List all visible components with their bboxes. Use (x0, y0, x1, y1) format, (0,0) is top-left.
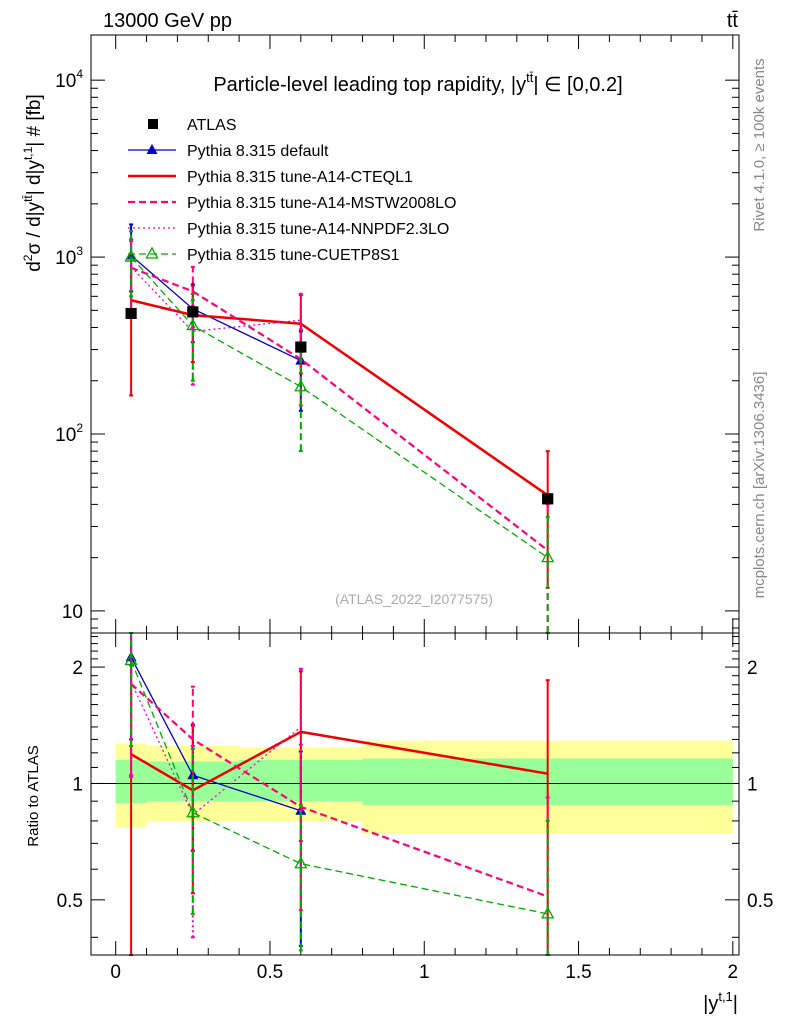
ratio-y-tick-label-right: 0.5 (747, 891, 773, 912)
main-line-cuetp (130, 256, 549, 559)
main-line-default (130, 255, 302, 362)
legend-label-cteq: Pythia 8.315 tune-A14-CTEQL1 (187, 169, 413, 186)
x-tick-label: 2 (728, 962, 739, 983)
legend-label-nnpdf: Pythia 8.315 tune-A14-NNPDF2.3LO (187, 221, 449, 238)
main-y-tick-label: 104 (55, 67, 83, 92)
atlas-data-point (125, 307, 137, 319)
main-line-nnpdf (130, 266, 301, 333)
tick-exp: 2 (76, 421, 83, 435)
tick-base: 10 (55, 425, 76, 446)
ylabel-sup1: 2 (21, 254, 35, 261)
ratio-y-tick-label-left: 0.5 (57, 891, 83, 912)
x-tick-label: 0 (110, 962, 121, 983)
xlabel-main: |y (703, 993, 718, 1015)
legend-label-cuetp: Pythia 8.315 tune-CUETP8S1 (187, 247, 400, 264)
main-y-tick-label: 103 (55, 244, 83, 269)
ratio-line-cteq (130, 730, 548, 792)
main-marker-cuetp (124, 249, 138, 262)
tick-base: 10 (55, 248, 76, 269)
title-tail: | ∈ [0,0.2] (533, 74, 622, 96)
xlabel-sup: t,1 (718, 989, 732, 1004)
ylabel-mid: σ / d|y (24, 201, 45, 254)
main-y-tick-label: 10 (62, 602, 83, 623)
ylabel-sup3: t,1 (21, 146, 35, 160)
ratio-panel: 0.5 0.5 1 1 2 2 0 0.5 1 1.5 2 Ratio to ATLAS |yt,1… (25, 632, 774, 1015)
main-series-atlas (125, 306, 554, 505)
ylabel-tail: | # [fb] (24, 94, 45, 146)
legend-label-atlas: ATLAS (187, 117, 237, 134)
legend-marker-atlas (148, 119, 158, 129)
ratio-marker-cuetp (541, 906, 555, 919)
main-marker-cuetp (186, 318, 200, 331)
x-tick-label: 1.5 (565, 962, 591, 983)
ratio-line-cuetp (130, 660, 548, 915)
atlas-data-point (295, 341, 307, 353)
ratio-tick-labels: 0.5 0.5 1 1 2 2 0 0.5 1 1.5 2 (57, 658, 774, 983)
main-series-atlas-top (125, 306, 554, 505)
ratio-y-tick-label-right: 1 (747, 774, 758, 795)
ratio-line-mstw (130, 683, 549, 898)
tick-exp: 3 (76, 244, 83, 258)
mcplots-label: mcplots.cern.ch [arXiv:1306.3436] (751, 372, 768, 599)
legend-marker-default (146, 144, 158, 154)
rivet-version-label: Rivet 4.1.0, ≥ 100k events (751, 58, 768, 231)
ratio-axis-ticks (91, 633, 739, 955)
legend-label-mstw: Pythia 8.315 tune-A14-MSTW2008LO (187, 195, 456, 212)
tick-exp: 4 (76, 67, 83, 81)
ylabel-sup2: tt̄ (21, 195, 35, 202)
ratio-plot-frame (90, 632, 740, 956)
x-tick-label: 0.5 (257, 962, 283, 983)
ylabel-mid2: | d|y (24, 160, 45, 196)
ratio-marker-cuetp (186, 805, 200, 818)
atlas-data-point (542, 493, 554, 505)
title-sup: tt̄ (526, 70, 534, 85)
tick-base: 10 (55, 71, 76, 92)
header-process-label: tt̄ (727, 10, 739, 32)
x-axis-label: |yt,1| (703, 989, 738, 1015)
ratio-marker-cuetp (124, 653, 138, 666)
ratio-y-tick-label-right: 2 (747, 658, 758, 679)
main-line-cteq (130, 299, 549, 497)
main-y-axis-label: d2σ / d|ytt̄| d|yt,1| # [fb] (21, 94, 45, 272)
main-series-group (124, 223, 555, 634)
title-main: Particle-level leading top rapidity, |y (213, 74, 526, 96)
xlabel-tail: | (733, 993, 738, 1015)
main-marker-cuetp (294, 379, 308, 392)
main-series-cuetp (124, 230, 555, 634)
legend: ATLAS Pythia 8.315 default Pythia 8.315 tu… (128, 117, 456, 264)
main-watermark: (ATLAS_2022_I2077575) (335, 591, 493, 607)
ratio-y-axis-label: Ratio to ATLAS (25, 745, 42, 846)
main-line-mstw (130, 266, 549, 552)
main-marker-cuetp (541, 550, 555, 563)
ratio-y-tick-label-left: 1 (72, 774, 83, 795)
header-energy-label: 13000 GeV pp (103, 10, 232, 32)
ratio-series-cuetp (124, 632, 555, 956)
legend-label-default: Pythia 8.315 default (187, 143, 329, 160)
ratio-marker-cuetp (294, 856, 308, 869)
ratio-y-tick-label-left: 2 (72, 658, 83, 679)
x-tick-label: 1 (419, 962, 430, 983)
legend-marker-cuetp (145, 246, 159, 259)
main-plot-title: Particle-level leading top rapidity, |yt… (213, 70, 622, 96)
main-y-tick-label: 102 (55, 421, 83, 446)
atlas-data-point (187, 306, 199, 318)
main-axis-ticks (91, 35, 739, 633)
ylabel-d: d (24, 261, 45, 272)
